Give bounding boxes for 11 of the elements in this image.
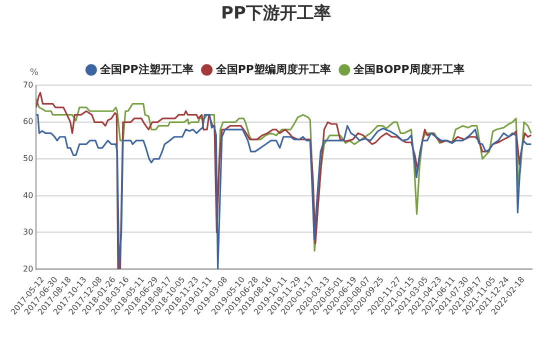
y-tick-label: 50	[22, 154, 34, 164]
y-tick-label: 30	[22, 228, 34, 237]
y-axis-title: %	[30, 68, 39, 78]
y-tick-label: 40	[22, 190, 34, 200]
y-tick-label: 20	[22, 264, 34, 274]
legend-label: 全国BOPP周度开工率	[352, 62, 464, 76]
legend-label: 全国PP塑编周度开工率	[214, 62, 331, 76]
chart-title: PP下游开工率	[221, 4, 331, 24]
y-tick-label: 70	[22, 80, 34, 90]
y-tick-label: 60	[22, 117, 34, 126]
legend-label: 全国PP注塑开工率	[99, 62, 194, 76]
